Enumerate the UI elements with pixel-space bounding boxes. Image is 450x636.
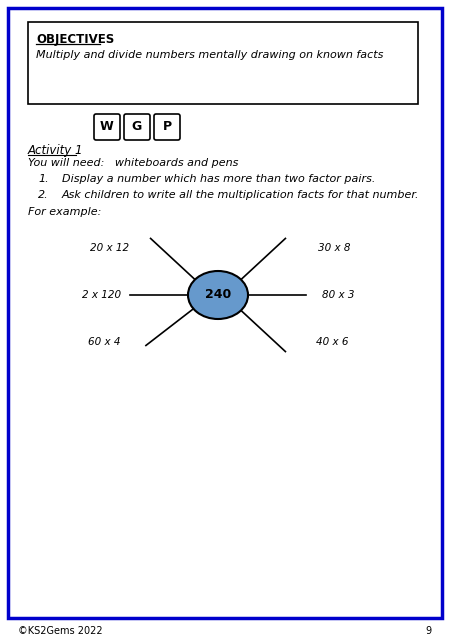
- FancyBboxPatch shape: [28, 22, 418, 104]
- Text: Display a number which has more than two factor pairs.: Display a number which has more than two…: [62, 174, 375, 184]
- FancyBboxPatch shape: [124, 114, 150, 140]
- Text: You will need:   whiteboards and pens: You will need: whiteboards and pens: [28, 158, 239, 168]
- Text: 80 x 3: 80 x 3: [322, 290, 355, 300]
- FancyBboxPatch shape: [8, 8, 442, 618]
- Text: 20 x 12: 20 x 12: [90, 243, 129, 253]
- Text: P: P: [162, 120, 171, 134]
- Text: 30 x 8: 30 x 8: [318, 243, 351, 253]
- Text: 240: 240: [205, 289, 231, 301]
- Text: Activity 1: Activity 1: [28, 144, 84, 157]
- Text: Multiply and divide numbers mentally drawing on known facts: Multiply and divide numbers mentally dra…: [36, 50, 383, 60]
- Text: W: W: [100, 120, 114, 134]
- Text: 40 x 6: 40 x 6: [316, 337, 348, 347]
- Text: G: G: [132, 120, 142, 134]
- Ellipse shape: [188, 271, 248, 319]
- Text: 2.: 2.: [38, 190, 49, 200]
- Text: 9: 9: [426, 626, 432, 636]
- Text: 1.: 1.: [38, 174, 49, 184]
- Text: For example:: For example:: [28, 207, 101, 217]
- FancyBboxPatch shape: [94, 114, 120, 140]
- Text: 60 x 4: 60 x 4: [88, 337, 121, 347]
- Text: 2 x 120: 2 x 120: [82, 290, 121, 300]
- Text: Ask children to write all the multiplication facts for that number.: Ask children to write all the multiplica…: [62, 190, 419, 200]
- FancyBboxPatch shape: [154, 114, 180, 140]
- Text: OBJECTIVES: OBJECTIVES: [36, 33, 114, 46]
- Text: ©KS2Gems 2022: ©KS2Gems 2022: [18, 626, 103, 636]
